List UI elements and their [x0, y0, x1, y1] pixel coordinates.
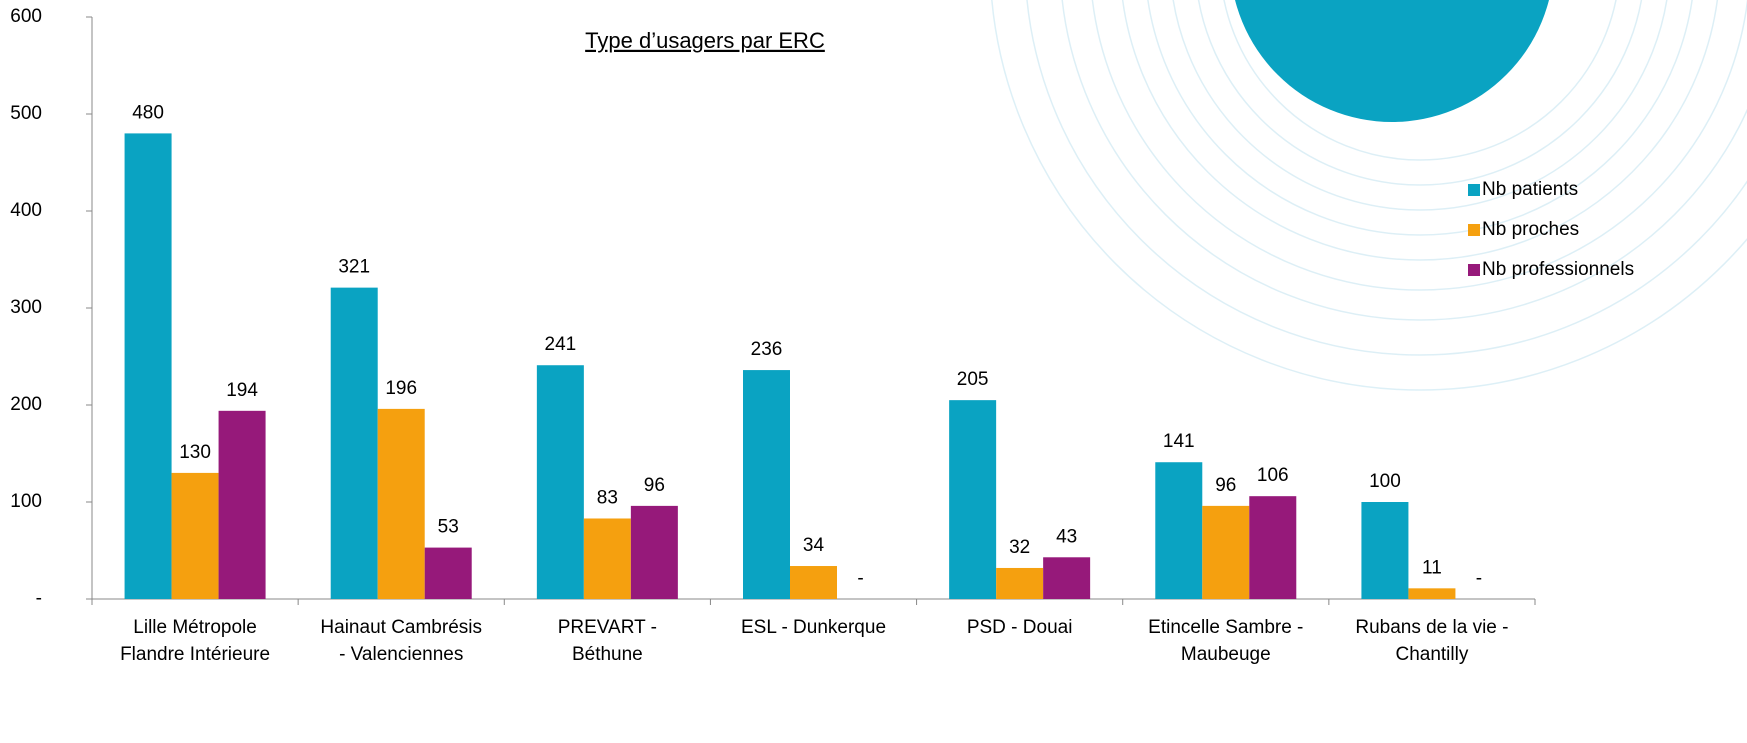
- x-tick-label: PSD - Douai: [967, 617, 1073, 638]
- y-tick-label: 600: [10, 6, 42, 27]
- value-label: 236: [751, 339, 783, 360]
- y-tick-label: 200: [10, 394, 42, 415]
- chart-title: Type d’usagers par ERC: [585, 28, 825, 53]
- bar: [1155, 462, 1203, 599]
- x-tick-label: Rubans de la vie -: [1355, 617, 1508, 638]
- bar: [630, 505, 678, 599]
- value-label: 205: [957, 369, 989, 390]
- value-label: 34: [803, 535, 825, 556]
- bar: [1043, 557, 1091, 599]
- bar: [330, 287, 378, 599]
- bar: [1249, 496, 1297, 599]
- bar: [171, 472, 219, 599]
- bar: [377, 408, 425, 599]
- x-tick-label: Etincelle Sambre -: [1148, 617, 1303, 638]
- bar: [790, 566, 837, 599]
- y-tick-label: 500: [10, 103, 42, 124]
- x-tick-label: Béthune: [572, 644, 643, 665]
- legend-label: Nb professionnels: [1482, 259, 1634, 280]
- bar: [424, 547, 472, 599]
- bar: [1361, 502, 1409, 599]
- value-label: 96: [1215, 475, 1236, 496]
- bar: [583, 518, 631, 599]
- value-label: 480: [132, 102, 164, 123]
- decoration-circle: [1235, 0, 1549, 122]
- x-tick-label: Hainaut Cambrésis: [320, 617, 482, 638]
- bar: [218, 410, 266, 599]
- x-tick-label: Flandre Intérieure: [120, 644, 270, 665]
- x-tick-label: - Valenciennes: [339, 644, 463, 665]
- x-tick-label: ESL - Dunkerque: [741, 617, 886, 638]
- value-label: 194: [226, 380, 258, 401]
- value-label: 43: [1056, 526, 1077, 547]
- x-tick-label: PREVART -: [558, 617, 657, 638]
- bar: [949, 400, 997, 599]
- decoration: [991, 0, 1747, 391]
- y-tick-label: 100: [10, 491, 42, 512]
- bar: [996, 567, 1044, 599]
- bar: [536, 365, 584, 599]
- legend-label: Nb patients: [1482, 179, 1578, 200]
- y-tick-label: -: [36, 588, 42, 609]
- value-label: 130: [179, 442, 211, 463]
- bar: [743, 370, 790, 599]
- y-tick-label: 300: [10, 297, 42, 318]
- value-label: -: [857, 568, 863, 589]
- bar: [1408, 588, 1456, 599]
- bar: [1202, 505, 1250, 599]
- value-label: 32: [1009, 537, 1030, 558]
- legend-swatch: [1468, 224, 1480, 236]
- value-label: -: [1476, 568, 1482, 589]
- value-label: 141: [1163, 431, 1195, 452]
- value-label: 106: [1257, 465, 1289, 486]
- value-label: 321: [338, 257, 370, 278]
- value-label: 100: [1369, 471, 1401, 492]
- x-tick-label: Maubeuge: [1181, 644, 1271, 665]
- value-label: 241: [545, 334, 577, 355]
- x-tick-label: Lille Métropole: [133, 617, 257, 638]
- y-tick-label: 400: [10, 200, 42, 221]
- value-label: 96: [644, 475, 665, 496]
- bar: [124, 133, 172, 599]
- value-label: 11: [1422, 557, 1442, 578]
- legend-swatch: [1468, 264, 1480, 276]
- x-tick-label: Chantilly: [1395, 644, 1468, 665]
- value-label: 53: [438, 517, 459, 538]
- value-label: 196: [385, 378, 417, 399]
- legend-swatch: [1468, 184, 1480, 196]
- value-label: 83: [597, 488, 618, 509]
- legend-label: Nb proches: [1482, 219, 1579, 240]
